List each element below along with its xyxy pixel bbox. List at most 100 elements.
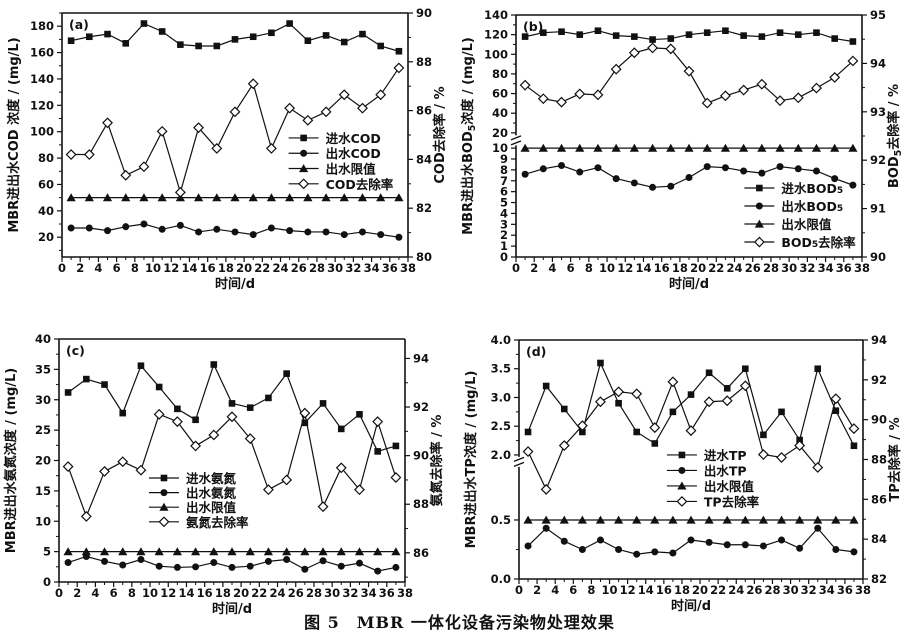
svg-text:36: 36 (837, 583, 853, 597)
svg-text:14: 14 (638, 583, 654, 597)
svg-text:进水COD: 进水COD (326, 130, 381, 145)
svg-text:8: 8 (128, 586, 136, 600)
svg-text:38: 38 (397, 586, 413, 600)
svg-text:38: 38 (855, 583, 871, 597)
svg-text:18: 18 (672, 261, 688, 275)
svg-text:100: 100 (30, 125, 54, 139)
svg-text:出水COD: 出水COD (326, 146, 381, 161)
svg-text:12: 12 (163, 261, 179, 275)
svg-text:30: 30 (327, 261, 343, 275)
svg-text:32: 32 (342, 586, 358, 600)
svg-text:22: 22 (710, 583, 726, 597)
svg-text:20: 20 (690, 261, 706, 275)
svg-text:20: 20 (236, 261, 252, 275)
svg-text:28: 28 (306, 586, 322, 600)
svg-text:38: 38 (400, 261, 416, 275)
svg-text:10: 10 (142, 586, 158, 600)
svg-text:94: 94 (870, 56, 886, 70)
svg-text:(c): (c) (66, 343, 85, 358)
svg-text:COD去除率 / %: COD去除率 / % (432, 86, 448, 183)
svg-text:26: 26 (745, 261, 761, 275)
svg-text:36: 36 (836, 261, 852, 275)
svg-text:30: 30 (781, 261, 797, 275)
svg-text:10: 10 (599, 261, 615, 275)
svg-text:18: 18 (215, 586, 231, 600)
svg-text:TP去除率: TP去除率 (704, 494, 760, 509)
svg-text:3.5: 3.5 (491, 362, 511, 376)
svg-text:16: 16 (197, 586, 213, 600)
svg-text:MBR进出水氨氮浓度 / (mg/L): MBR进出水氨氮浓度 / (mg/L) (3, 368, 19, 553)
subplot-c: 0 2 4 6 8 10 12 14 16 18 20 22 24 26 28 30 32 34 36 38 0 5 10 1… (0, 300, 460, 617)
svg-text:40: 40 (35, 332, 51, 346)
svg-text:88: 88 (413, 497, 429, 511)
svg-text:84: 84 (871, 532, 887, 546)
svg-text:BOD5去除率: BOD5去除率 (781, 235, 856, 251)
svg-text:20: 20 (35, 454, 51, 468)
chart-canvas-c: 0 2 4 6 8 10 12 14 16 18 20 22 24 26 28 30 32 34 36 3805101… (3, 332, 445, 617)
svg-text:6: 6 (500, 185, 508, 199)
svg-text:氨氮去除率: 氨氮去除率 (186, 514, 249, 529)
svg-text:4: 4 (91, 586, 99, 600)
svg-text:0: 0 (515, 583, 523, 597)
svg-text:0: 0 (58, 261, 66, 275)
svg-text:14: 14 (181, 261, 197, 275)
svg-text:4: 4 (500, 206, 508, 220)
svg-text:6: 6 (567, 261, 575, 275)
svg-text:30: 30 (324, 586, 340, 600)
svg-text:0.5: 0.5 (491, 513, 511, 527)
chart-canvas-b: 0 2 4 6 8 10 12 14 16 18 20 22 24 26 28 30 32 34 36 3801234… (460, 8, 904, 292)
svg-text:6: 6 (110, 586, 118, 600)
svg-text:时间/d: 时间/d (671, 598, 711, 614)
svg-text:36: 36 (379, 586, 395, 600)
svg-text:9: 9 (500, 152, 508, 166)
subplot-d: 0 2 4 6 8 10 12 14 16 18 20 22 24 26 28 30 32 34 36 38 0.0 0.… (460, 300, 919, 616)
svg-text:10: 10 (145, 261, 161, 275)
svg-text:20: 20 (233, 586, 249, 600)
chart-canvas-a: 0 2 4 6 8 10 12 14 16 18 20 22 24 26 28 30 32 34 36 3820406… (6, 6, 448, 292)
svg-text:26: 26 (746, 583, 762, 597)
svg-text:进水TP: 进水TP (704, 447, 747, 462)
svg-text:36: 36 (382, 261, 398, 275)
svg-text:8: 8 (585, 261, 593, 275)
svg-text:34: 34 (364, 261, 380, 275)
svg-text:进水BOD5: 进水BOD5 (781, 181, 843, 197)
subplot-b: 0 2 4 6 8 10 12 14 16 18 20 22 24 26 28 30 32 34 36 38 0 1 2 3 4… (460, 0, 919, 300)
svg-text:90: 90 (413, 449, 429, 463)
svg-text:25: 25 (35, 423, 51, 437)
svg-text:0: 0 (512, 261, 520, 275)
svg-text:30: 30 (783, 583, 799, 597)
svg-text:86: 86 (416, 104, 432, 118)
svg-text:时间/d: 时间/d (669, 276, 709, 292)
svg-text:20: 20 (492, 126, 508, 140)
svg-text:出水限值: 出水限值 (781, 217, 832, 232)
svg-text:30: 30 (35, 393, 51, 407)
svg-text:8: 8 (500, 163, 508, 177)
svg-text:90: 90 (871, 413, 887, 427)
svg-text:1: 1 (500, 239, 508, 253)
svg-text:34: 34 (361, 586, 377, 600)
svg-text:10: 10 (492, 141, 508, 155)
svg-text:出水限值: 出水限值 (326, 161, 377, 176)
svg-text:18: 18 (674, 583, 690, 597)
svg-text:0: 0 (43, 575, 51, 589)
svg-text:60: 60 (492, 87, 508, 101)
svg-text:32: 32 (799, 261, 815, 275)
svg-text:MBR进出水COD 浓度 / (mg/L): MBR进出水COD 浓度 / (mg/L) (6, 37, 22, 232)
svg-text:6: 6 (113, 261, 121, 275)
subplot-a: 0 2 4 6 8 10 12 14 16 18 20 22 24 26 28 30 32 34 36 38 20 40 6… (0, 0, 460, 300)
svg-text:92: 92 (871, 373, 887, 387)
svg-text:16: 16 (656, 583, 672, 597)
svg-text:80: 80 (492, 67, 508, 81)
svg-text:28: 28 (309, 261, 325, 275)
svg-text:40: 40 (492, 106, 508, 120)
svg-text:91: 91 (870, 202, 886, 216)
svg-text:(d): (d) (526, 344, 546, 359)
svg-text:86: 86 (413, 546, 429, 560)
svg-text:26: 26 (291, 261, 307, 275)
svg-text:出水限值: 出水限值 (186, 500, 237, 515)
svg-text:92: 92 (870, 153, 886, 167)
svg-text:160: 160 (30, 46, 54, 60)
svg-text:24: 24 (270, 586, 286, 600)
svg-text:84: 84 (416, 152, 432, 166)
